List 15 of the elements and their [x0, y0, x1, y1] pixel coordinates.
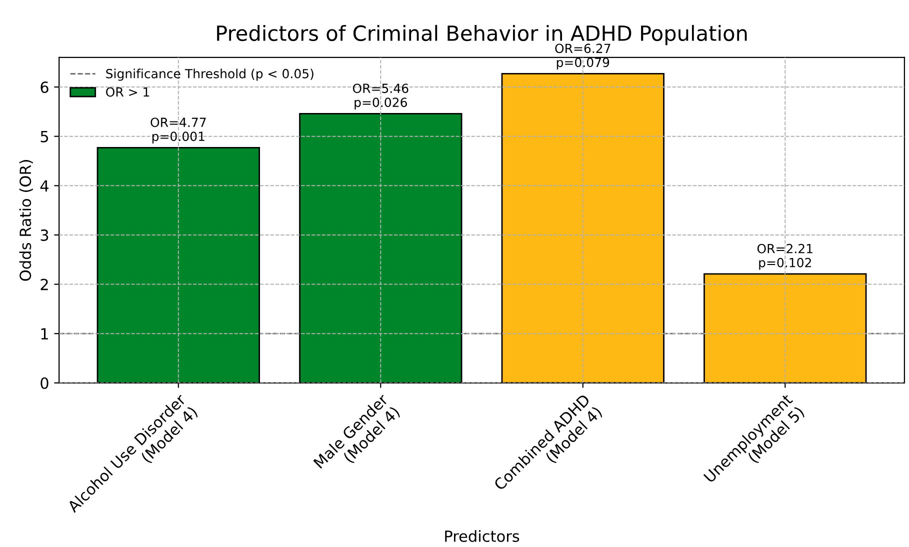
data-label: OR=4.77 p=0.001 [150, 118, 206, 144]
y-tick-label: 2 [40, 278, 48, 290]
y-tick-label: 3 [40, 229, 48, 241]
data-label: OR=6.27 p=0.079 [555, 44, 610, 70]
y-tick-label: 1 [41, 328, 48, 340]
x-axis-title: Predictors [445, 530, 520, 542]
y-tick-label: 5 [40, 131, 48, 142]
y-tick-label: 4 [40, 180, 49, 192]
legend-label: Significance Threshold (p < 0.05) [106, 68, 314, 81]
data-label: OR=2.21 p=0.102 [757, 244, 812, 270]
y-axis-title: Odds Ratio (OR) [19, 160, 33, 281]
data-label: OR=5.46 p=0.026 [352, 84, 408, 110]
y-tick-label: 6 [40, 81, 48, 94]
y-tick-label: 0 [40, 377, 48, 389]
legend-label: OR > 1 [106, 87, 150, 97]
